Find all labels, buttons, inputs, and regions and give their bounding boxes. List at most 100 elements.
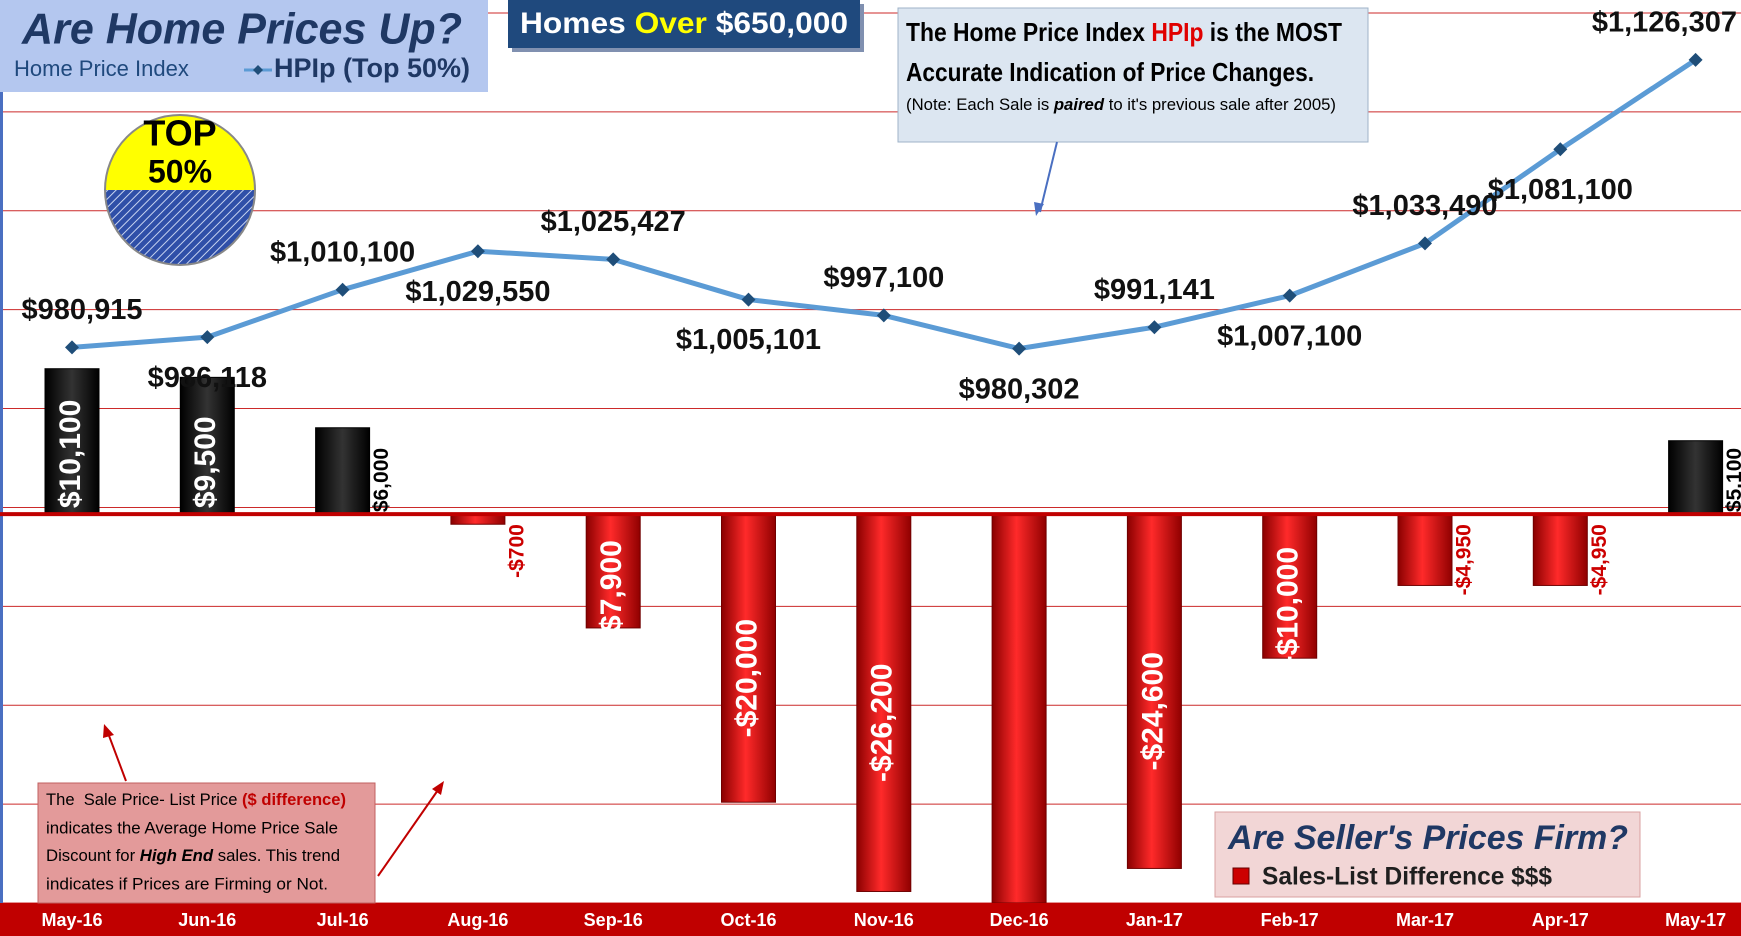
x-tick-label: Oct-16 — [720, 910, 776, 930]
bar — [44, 368, 100, 515]
note-subtext: (Note: Each Sale is — [906, 95, 1054, 114]
left-edge — [0, 0, 3, 903]
explanation-arrowhead — [103, 724, 114, 738]
legend-marker — [253, 65, 263, 75]
explanation-text: The Sale Price- List Price ($ difference… — [46, 790, 346, 809]
bar-value-label: -$10,000 — [1272, 547, 1305, 665]
legend-label: HPIp (Top 50%) — [274, 53, 470, 83]
banner-text: Homes — [520, 7, 626, 40]
banner-text: $650,000 — [716, 7, 848, 40]
explanation-text: sales. This trend — [213, 846, 340, 865]
explanation-text: The Sale Price- List Price — [46, 790, 242, 809]
bar — [1397, 513, 1453, 586]
badge-outline — [104, 114, 256, 266]
chart-title: Are Home Prices Up? — [21, 5, 462, 54]
note-emphasis: paired — [1053, 95, 1105, 114]
line-marker — [1688, 52, 1703, 67]
x-tick-label: Jan-17 — [1126, 910, 1183, 930]
bar — [991, 513, 1047, 904]
bar — [721, 513, 776, 803]
line-marker — [200, 330, 215, 345]
banner — [508, 0, 860, 48]
bar — [856, 513, 912, 892]
bar-value-label: -$4,950 — [1588, 524, 1611, 595]
bar-layer: $10,100 $9,500 $6,000 -$700 -$7,900 -$20,000 -… — [0, 368, 1741, 904]
x-tick-label: Feb-17 — [1261, 910, 1319, 930]
bar-value-label: -$4,950 — [1453, 524, 1476, 595]
explanation-arrowhead — [432, 781, 444, 795]
line-marker — [470, 244, 485, 259]
bar — [179, 376, 235, 515]
x-tick-label: Nov-16 — [854, 910, 914, 930]
note-subtext: (Note: Each Sale is paired to it's previ… — [906, 95, 1336, 114]
bar — [1532, 513, 1588, 586]
line-marker — [1147, 320, 1162, 335]
x-tick-label: Mar-17 — [1396, 910, 1454, 930]
line-value-label: $997,100 — [823, 262, 944, 294]
x-tick-label: May-17 — [1665, 910, 1726, 930]
line-marker — [1282, 288, 1297, 303]
line-value-label: $1,010,100 — [270, 236, 415, 268]
explanation-highlight: ($ difference) — [242, 790, 346, 809]
note-highlight: HPIp — [1151, 17, 1203, 47]
line-value-label: $980,302 — [959, 373, 1080, 405]
line-marker — [741, 292, 756, 307]
line-value-label: $1,025,427 — [541, 206, 686, 238]
note-text: is the MOST — [1203, 17, 1342, 47]
badge-text: 50% — [148, 153, 212, 189]
bar — [1668, 440, 1724, 515]
x-tick-label: Sep-16 — [584, 910, 643, 930]
note-text: Accurate Indication of Price Changes. — [906, 57, 1314, 87]
note-text: The Home Price Index — [906, 17, 1151, 47]
explanation-arrow — [377, 789, 439, 877]
note-subtext: to it's previous sale after 2005) — [1104, 95, 1336, 114]
bar-value-label: -$26,200 — [866, 664, 899, 782]
badge-text: TOP — [143, 113, 216, 154]
x-tick-label: Dec-16 — [990, 910, 1049, 930]
note-text: The Home Price Index HPIp is the MOST — [906, 17, 1342, 47]
bar — [1126, 513, 1182, 869]
bar-value-label: $5,100 — [1723, 448, 1741, 512]
line-marker — [876, 308, 891, 323]
line-value-label: $1,081,100 — [1488, 174, 1633, 206]
bar-value-label: $9,500 — [189, 416, 222, 508]
line-value-label: $980,915 — [22, 294, 143, 326]
line-marker — [1012, 341, 1027, 356]
explanation-text: indicates the Average Home Price Sale — [46, 818, 338, 837]
explanation-text: indicates if Prices are Firming or Not. — [46, 874, 328, 893]
bar-legend-label: Sales-List Difference $$$ — [1262, 863, 1552, 891]
line-marker — [1418, 236, 1432, 251]
category-strip — [0, 903, 1741, 936]
bar-value-label: -$20,000 — [730, 619, 763, 737]
x-tick-label: Aug-16 — [447, 910, 508, 930]
line-value-label: $1,126,307 — [1592, 7, 1737, 39]
explanation-emphasis: High End — [140, 846, 214, 865]
line-layer: $980,915 $986,118 $1,010,100 $1,029,550 $1,0… — [22, 7, 1737, 406]
badge-top — [105, 115, 255, 190]
bar-value-label: $6,000 — [370, 448, 393, 512]
note-arrow — [1039, 141, 1058, 213]
x-tick-label: Jun-16 — [178, 910, 236, 930]
explanation-text: Discount for High End sales. This trend — [46, 846, 340, 865]
explanation-box — [37, 782, 376, 904]
bar — [1262, 513, 1318, 659]
line-marker — [335, 282, 350, 297]
badge-bottom — [105, 190, 255, 265]
line-value-label: $1,005,101 — [676, 324, 821, 356]
explanation-arrow — [107, 732, 127, 782]
bar-value-label: -$700 — [505, 524, 528, 578]
x-tick-label: May-16 — [41, 910, 102, 930]
line-marker — [606, 252, 621, 267]
note-box — [897, 7, 1369, 143]
line-marker — [1553, 142, 1568, 157]
line-value-label: $1,007,100 — [1217, 320, 1362, 352]
legend-title: Home Price Index — [14, 56, 189, 81]
note-arrowhead — [1034, 202, 1044, 216]
line-value-label: $1,033,490 — [1352, 190, 1497, 222]
bar-value-label: -$7,900 — [595, 540, 628, 642]
line-value-label: $1,029,550 — [405, 276, 550, 308]
banner-text: Homes Over $650,000 — [520, 7, 848, 40]
bar-legend-key — [1232, 867, 1250, 885]
title-box — [0, 0, 488, 92]
